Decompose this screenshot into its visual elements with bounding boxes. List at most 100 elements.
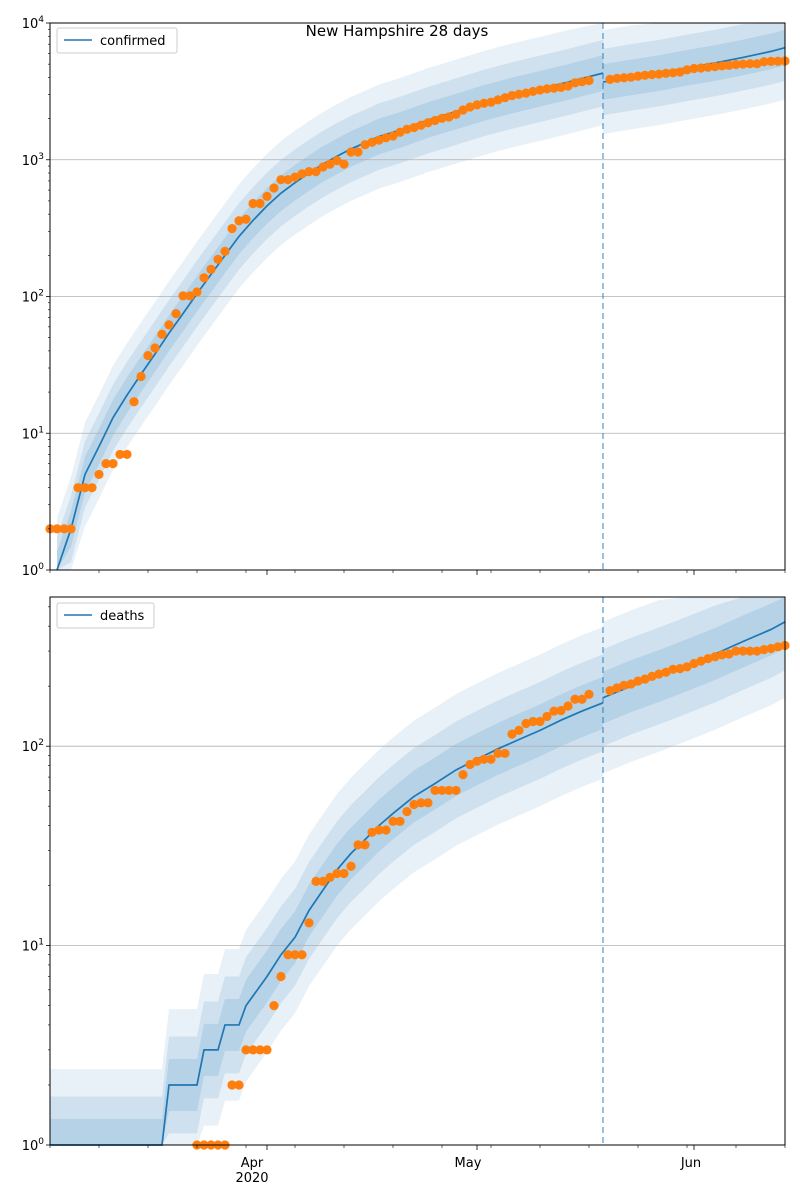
data-point bbox=[290, 172, 300, 182]
data-point bbox=[185, 291, 195, 301]
data-point bbox=[745, 59, 755, 69]
data-point bbox=[423, 118, 433, 128]
data-point bbox=[465, 102, 475, 112]
data-point bbox=[325, 872, 335, 882]
data-point bbox=[269, 1001, 279, 1011]
data-point bbox=[276, 175, 286, 185]
data-point bbox=[374, 825, 384, 835]
data-point bbox=[444, 785, 454, 796]
data-point bbox=[332, 156, 342, 166]
legend-box bbox=[56, 27, 178, 54]
data-point bbox=[430, 115, 440, 126]
data-point bbox=[745, 646, 755, 656]
data-point bbox=[395, 816, 405, 826]
data-point bbox=[80, 483, 90, 493]
data-point bbox=[157, 329, 167, 339]
data-point bbox=[472, 756, 482, 766]
data-point bbox=[325, 159, 335, 169]
data-point bbox=[549, 83, 559, 93]
data-point bbox=[451, 785, 461, 796]
data-point bbox=[717, 61, 727, 71]
data-point bbox=[360, 140, 370, 150]
data-point bbox=[710, 652, 720, 662]
model-line-segment bbox=[56, 72, 604, 571]
data-point bbox=[346, 861, 356, 871]
data-point bbox=[661, 667, 671, 677]
data-point bbox=[619, 680, 629, 690]
data-point bbox=[647, 69, 657, 80]
data-point bbox=[381, 133, 391, 143]
y-tick-label: 101 bbox=[22, 938, 44, 955]
data-point bbox=[668, 68, 678, 78]
data-point bbox=[213, 254, 223, 264]
data-point bbox=[234, 1080, 244, 1090]
data-point bbox=[626, 72, 636, 82]
data-point bbox=[283, 950, 293, 960]
data-point bbox=[297, 169, 307, 179]
data-point bbox=[87, 483, 97, 493]
data-point bbox=[353, 147, 363, 157]
data-point bbox=[402, 806, 412, 817]
data-point bbox=[486, 754, 496, 764]
uncertainty-band bbox=[57, 55, 603, 570]
data-point bbox=[703, 653, 713, 664]
data-point bbox=[724, 60, 734, 70]
data-point bbox=[689, 63, 699, 74]
data-point bbox=[353, 840, 363, 850]
data-point bbox=[311, 167, 321, 177]
data-point bbox=[234, 216, 244, 226]
data-point bbox=[766, 643, 776, 654]
data-point bbox=[479, 98, 489, 108]
data-point bbox=[409, 122, 419, 133]
data-point bbox=[269, 183, 279, 193]
data-point bbox=[129, 397, 139, 407]
data-point bbox=[416, 120, 426, 130]
figure-title: New Hampshire 28 days bbox=[306, 22, 489, 40]
data-point bbox=[241, 214, 251, 224]
data-point bbox=[262, 191, 272, 201]
confirmed-axes-frame bbox=[49, 22, 786, 571]
data-point bbox=[304, 918, 314, 928]
data-point bbox=[731, 59, 741, 70]
data-point bbox=[521, 88, 531, 98]
data-point bbox=[724, 649, 734, 659]
data-point bbox=[584, 689, 594, 699]
data-point bbox=[647, 671, 657, 681]
confirmed-x-axis bbox=[49, 570, 786, 575]
data-point bbox=[619, 73, 629, 83]
data-point bbox=[444, 112, 454, 122]
uncertainty-band bbox=[603, 597, 785, 747]
data-point bbox=[360, 840, 370, 850]
data-point bbox=[514, 725, 524, 736]
data-point bbox=[654, 669, 664, 679]
y-tick-label: 102 bbox=[22, 289, 44, 306]
x-tick-label-may: May bbox=[455, 1156, 482, 1171]
data-point bbox=[206, 264, 216, 274]
data-point bbox=[290, 950, 300, 960]
data-point bbox=[528, 86, 538, 97]
data-point bbox=[696, 656, 706, 666]
legend-box bbox=[56, 602, 155, 629]
data-point bbox=[101, 458, 111, 469]
data-point bbox=[472, 100, 482, 110]
data-point bbox=[605, 74, 615, 85]
data-point bbox=[773, 642, 783, 652]
deaths-uncertainty-bands bbox=[50, 597, 785, 1145]
data-point bbox=[682, 65, 692, 75]
data-point bbox=[479, 754, 489, 764]
y-tick-label: 104 bbox=[22, 15, 45, 32]
data-point bbox=[612, 73, 622, 83]
data-point bbox=[192, 287, 202, 297]
data-point bbox=[94, 469, 104, 480]
data-point bbox=[577, 694, 587, 704]
data-point bbox=[143, 350, 153, 361]
data-point bbox=[759, 645, 769, 655]
data-point bbox=[374, 135, 384, 145]
data-point bbox=[465, 759, 475, 770]
data-point bbox=[633, 676, 643, 686]
x-tick-year-label: 2020 bbox=[235, 1171, 268, 1186]
data-point bbox=[255, 198, 265, 209]
data-point bbox=[563, 81, 573, 91]
data-point bbox=[402, 124, 412, 134]
